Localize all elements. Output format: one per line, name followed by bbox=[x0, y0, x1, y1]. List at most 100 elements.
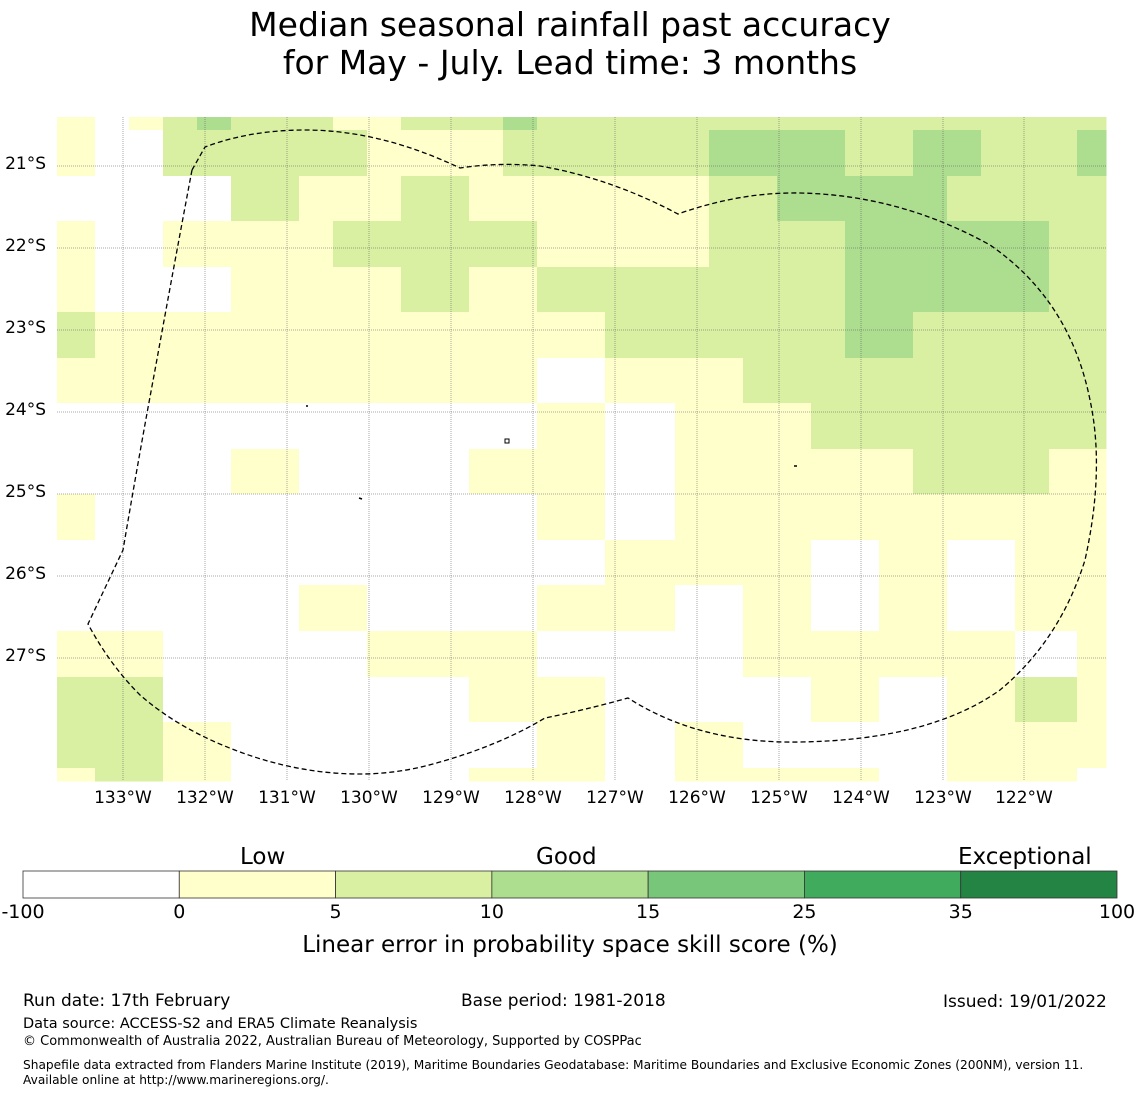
grid-cell bbox=[811, 631, 846, 678]
grid-cell bbox=[197, 130, 232, 177]
grid-cell bbox=[913, 117, 948, 131]
grid-cell bbox=[777, 403, 812, 450]
grid-cell bbox=[1015, 267, 1050, 313]
grid-cell bbox=[981, 585, 1016, 632]
colorbar-segment bbox=[178, 870, 336, 899]
grid-cell bbox=[811, 221, 846, 268]
grid-cell bbox=[913, 540, 948, 586]
grid-cell bbox=[95, 117, 130, 131]
grid-cell bbox=[811, 768, 846, 782]
grid-cell bbox=[163, 221, 198, 268]
grid-cell bbox=[163, 449, 198, 495]
grid-cell bbox=[469, 117, 504, 131]
grid-cell bbox=[879, 631, 914, 678]
grid-cell bbox=[947, 494, 982, 541]
grid-cell bbox=[163, 267, 198, 313]
grid-cell bbox=[675, 312, 710, 359]
grid-cell bbox=[709, 358, 744, 404]
grid-cell bbox=[675, 117, 710, 131]
grid-cell bbox=[845, 540, 880, 586]
grid-cell bbox=[57, 267, 96, 313]
grid-cell bbox=[605, 494, 642, 541]
grid-cell bbox=[879, 117, 914, 131]
grid-cell bbox=[231, 403, 266, 450]
grid-cell bbox=[709, 176, 744, 222]
grid-cell bbox=[1077, 176, 1107, 222]
grid-cell bbox=[981, 358, 1016, 404]
grid-cell bbox=[981, 494, 1016, 541]
grid-cell bbox=[709, 312, 744, 359]
grid-cell bbox=[1015, 768, 1050, 782]
grid-cell bbox=[641, 358, 676, 404]
grid-cell bbox=[129, 768, 164, 782]
grid-cell bbox=[811, 722, 846, 769]
grid-cell bbox=[947, 358, 982, 404]
grid-cell bbox=[401, 631, 436, 678]
grid-cell bbox=[299, 312, 334, 359]
grid-cell bbox=[1077, 130, 1107, 177]
grid-cell bbox=[845, 585, 880, 632]
issued-date: Issued: 19/01/2022 bbox=[943, 992, 1107, 1012]
grid-cell bbox=[265, 176, 300, 222]
grid-cell bbox=[675, 176, 710, 222]
grid-cell bbox=[367, 540, 402, 586]
grid-cell bbox=[879, 768, 914, 782]
grid-cell bbox=[333, 585, 368, 632]
grid-cell bbox=[675, 267, 710, 313]
grid-cell bbox=[605, 677, 642, 723]
grid-cell bbox=[913, 176, 948, 222]
grid-cell bbox=[845, 494, 880, 541]
grid-cell bbox=[811, 176, 846, 222]
grid-cell bbox=[743, 768, 778, 782]
grid-cell bbox=[641, 768, 676, 782]
graticule bbox=[57, 117, 1106, 781]
grid-cell bbox=[1049, 130, 1078, 177]
grid-cell bbox=[367, 358, 402, 404]
grid-cell bbox=[709, 221, 744, 268]
grid-cell bbox=[709, 631, 744, 678]
longitude-label: 127°W bbox=[586, 788, 644, 808]
grid-cell bbox=[605, 221, 642, 268]
grid-cell bbox=[265, 130, 300, 177]
grid-cell bbox=[469, 722, 504, 769]
grid-cell bbox=[1077, 358, 1107, 404]
grid-cell bbox=[265, 677, 300, 723]
grid-cell bbox=[197, 494, 232, 541]
longitude-label: 130°W bbox=[340, 788, 398, 808]
grid-cell bbox=[163, 677, 198, 723]
colorbar-tick-label: 0 bbox=[173, 901, 186, 923]
grid-cell bbox=[1015, 403, 1050, 450]
grid-cell bbox=[537, 631, 572, 678]
grid-cell bbox=[231, 358, 266, 404]
grid-cell bbox=[129, 176, 164, 222]
grid-cell bbox=[401, 312, 436, 359]
grid-cell bbox=[981, 176, 1016, 222]
grid-cell bbox=[469, 768, 504, 782]
colorbar-title: Linear error in probability space skill … bbox=[302, 932, 838, 958]
grid-cell bbox=[571, 267, 606, 313]
grid-cell bbox=[469, 677, 504, 723]
grid-cell bbox=[231, 631, 266, 678]
grid-cell bbox=[231, 585, 266, 632]
grid-cell bbox=[571, 494, 606, 541]
grid-cell bbox=[57, 221, 96, 268]
colorbar-tick-label: 15 bbox=[636, 901, 661, 923]
grid-cell bbox=[571, 130, 606, 177]
grid-cell bbox=[231, 722, 266, 769]
grid-cell bbox=[1077, 312, 1107, 359]
longitude-label: 128°W bbox=[504, 788, 562, 808]
grid-cell bbox=[129, 449, 164, 495]
colorbar-tick-label: 35 bbox=[948, 901, 973, 923]
grid-cell bbox=[777, 631, 812, 678]
grid-cell bbox=[1077, 221, 1107, 268]
grid-cell bbox=[947, 768, 982, 782]
grid-cell bbox=[641, 494, 676, 541]
grid-cell bbox=[503, 358, 538, 404]
grid-cell bbox=[675, 768, 710, 782]
grid-cell bbox=[95, 312, 130, 359]
grid-cell bbox=[469, 449, 504, 495]
grid-cell bbox=[1049, 494, 1078, 541]
grid-cell bbox=[709, 677, 744, 723]
grid-cell bbox=[57, 540, 96, 586]
grid-cell bbox=[709, 130, 744, 177]
